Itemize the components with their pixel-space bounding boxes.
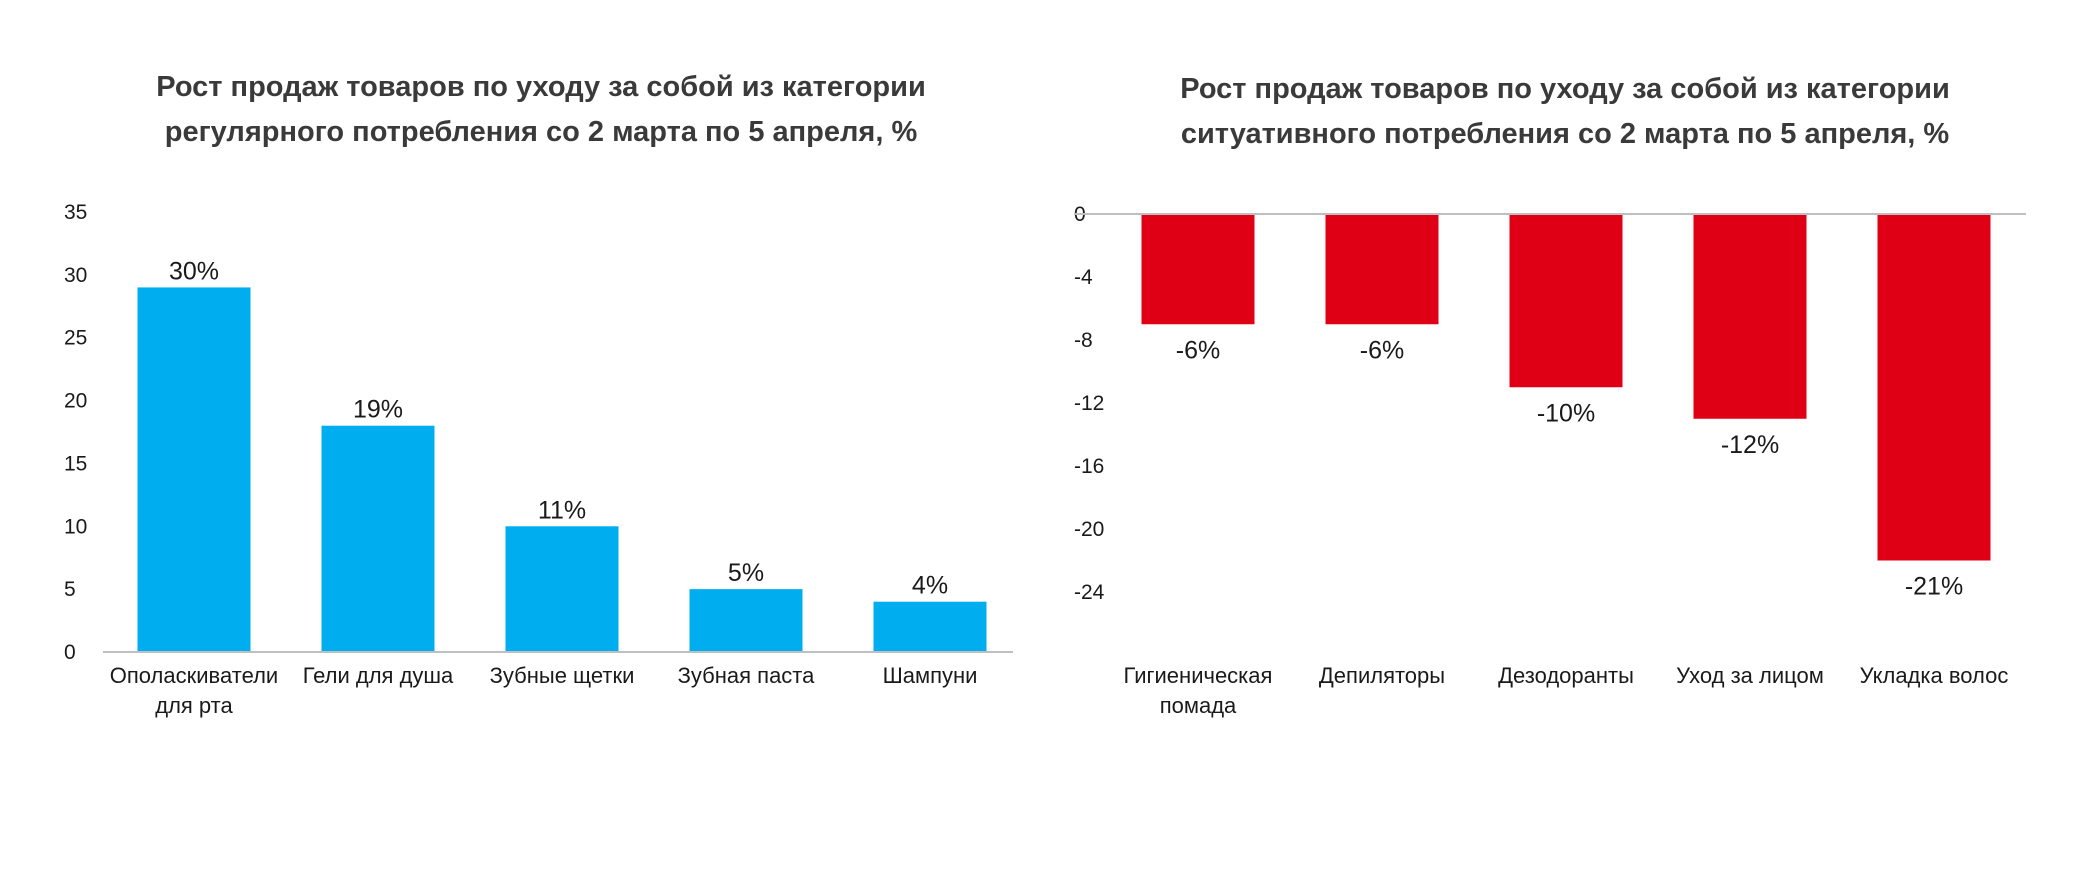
x-tick-label: Зубные щетки (490, 663, 635, 688)
data-label: -12% (1721, 431, 1779, 459)
bar (1509, 214, 1623, 388)
y-tick-label: 30 (64, 264, 87, 287)
bar (689, 589, 803, 652)
data-label: 19% (353, 396, 403, 424)
x-tick-label: помада (1160, 693, 1237, 718)
y-tick-label: 15 (64, 452, 87, 475)
bar (505, 526, 619, 652)
data-label: -10% (1537, 399, 1595, 427)
bar (1325, 214, 1439, 325)
x-tick-label: Гигиеническая (1124, 663, 1273, 688)
data-label: 11% (538, 496, 586, 524)
y-tick-label: -8 (1074, 329, 1093, 352)
bar (1877, 214, 1991, 561)
chart-situational-consumption: Рост продаж товаров по уходу за собой из… (1042, 0, 2084, 873)
data-label: 5% (728, 559, 764, 587)
chart-regular-consumption: Рост продаж товаров по уходу за собой из… (64, 71, 1013, 718)
x-tick-label: Гели для душа (303, 663, 454, 688)
data-label: -6% (1360, 336, 1404, 364)
data-label: 30% (169, 257, 219, 285)
data-label: 4% (912, 572, 948, 600)
y-tick-label: -12 (1074, 392, 1104, 415)
chart-title: Рост продаж товаров по уходу за собой из… (20, 65, 1062, 155)
bar (1141, 214, 1255, 325)
y-tick-label: 20 (64, 390, 87, 413)
x-tick-label: Укладка волос (1860, 663, 2009, 688)
y-tick-label: -24 (1074, 581, 1105, 604)
y-tick-label: -16 (1074, 455, 1104, 478)
chart-plot-area: 0-4-8-12-16-20-24-6%Гигиеническаяпомада-… (1074, 203, 2026, 718)
chart-title: Рост продаж товаров по уходу за собой из… (1044, 67, 2084, 157)
bar (137, 287, 251, 652)
x-tick-label: Зубная паста (678, 663, 816, 688)
x-tick-label: Дезодоранты (1498, 663, 1634, 688)
y-tick-label: 25 (64, 327, 87, 350)
x-tick-label: для рта (155, 693, 233, 718)
chart-title-line: регулярного потребления со 2 марта по 5 … (164, 116, 918, 148)
y-tick-label: 10 (64, 515, 87, 538)
x-tick-label: Шампуни (883, 663, 978, 688)
x-tick-label: Депиляторы (1319, 663, 1445, 688)
data-label: -6% (1176, 336, 1220, 364)
y-tick-label: -20 (1074, 518, 1104, 541)
bar (321, 425, 435, 652)
bar (1693, 214, 1807, 419)
chart-title-line: Рост продаж товаров по уходу за собой из… (1180, 73, 1950, 105)
chart-title-line: Рост продаж товаров по уходу за собой из… (156, 71, 926, 103)
chart-plot-area: 0 5 10 15 20 25 30 35 30% Ополаскиватели для рта 19… (64, 201, 1013, 718)
y-tick-label: 0 (64, 641, 76, 664)
x-tick-label: Уход за лицом (1676, 663, 1824, 688)
y-tick-label: 35 (64, 201, 87, 224)
y-tick-label: -4 (1074, 266, 1093, 289)
x-tick-label: Ополаскиватели (110, 663, 278, 688)
bar (873, 601, 987, 652)
y-tick-label: 5 (64, 578, 76, 601)
chart-title-line: ситуативного потребления со 2 марта по 5… (1180, 118, 1950, 150)
data-label: -21% (1905, 573, 1963, 601)
